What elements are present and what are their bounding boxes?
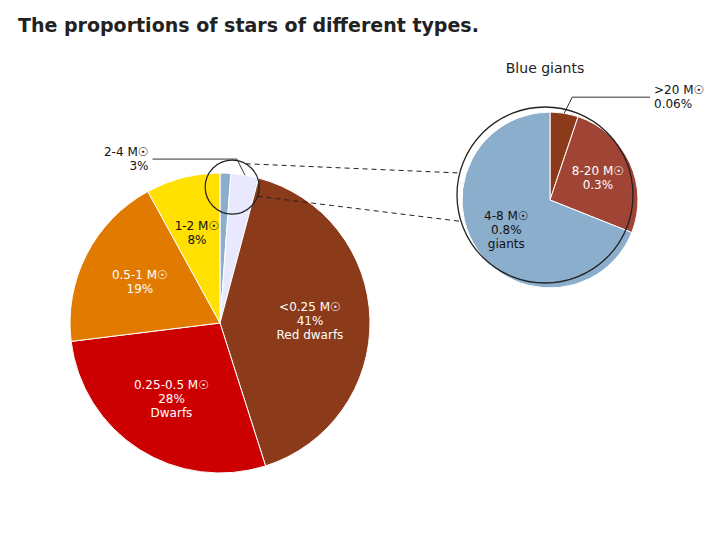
svg-text:0.25-0.5 M☉28%Dwarfs: 0.25-0.5 M☉28%Dwarfs	[134, 378, 209, 420]
svg-text:1-2 M☉8%: 1-2 M☉8%	[175, 219, 220, 247]
svg-text:<0.25 M☉41%Red dwarfs: <0.25 M☉41%Red dwarfs	[277, 300, 344, 342]
svg-text:0.5-1 M☉19%: 0.5-1 M☉19%	[112, 268, 168, 296]
svg-text:8-20 M☉0.3%: 8-20 M☉0.3%	[572, 164, 624, 192]
svg-text:Blue giants: Blue giants	[506, 60, 584, 76]
html-text:The proportions of stars of di: The proportions of stars of different ty…	[18, 14, 479, 36]
svg-text:2-4 M☉3%: 2-4 M☉3%	[104, 145, 149, 173]
svg-text:4-8 M☉0.8%giants: 4-8 M☉0.8%giants	[484, 209, 529, 251]
svg-text:>20 M☉0.06%: >20 M☉0.06%	[654, 83, 704, 111]
